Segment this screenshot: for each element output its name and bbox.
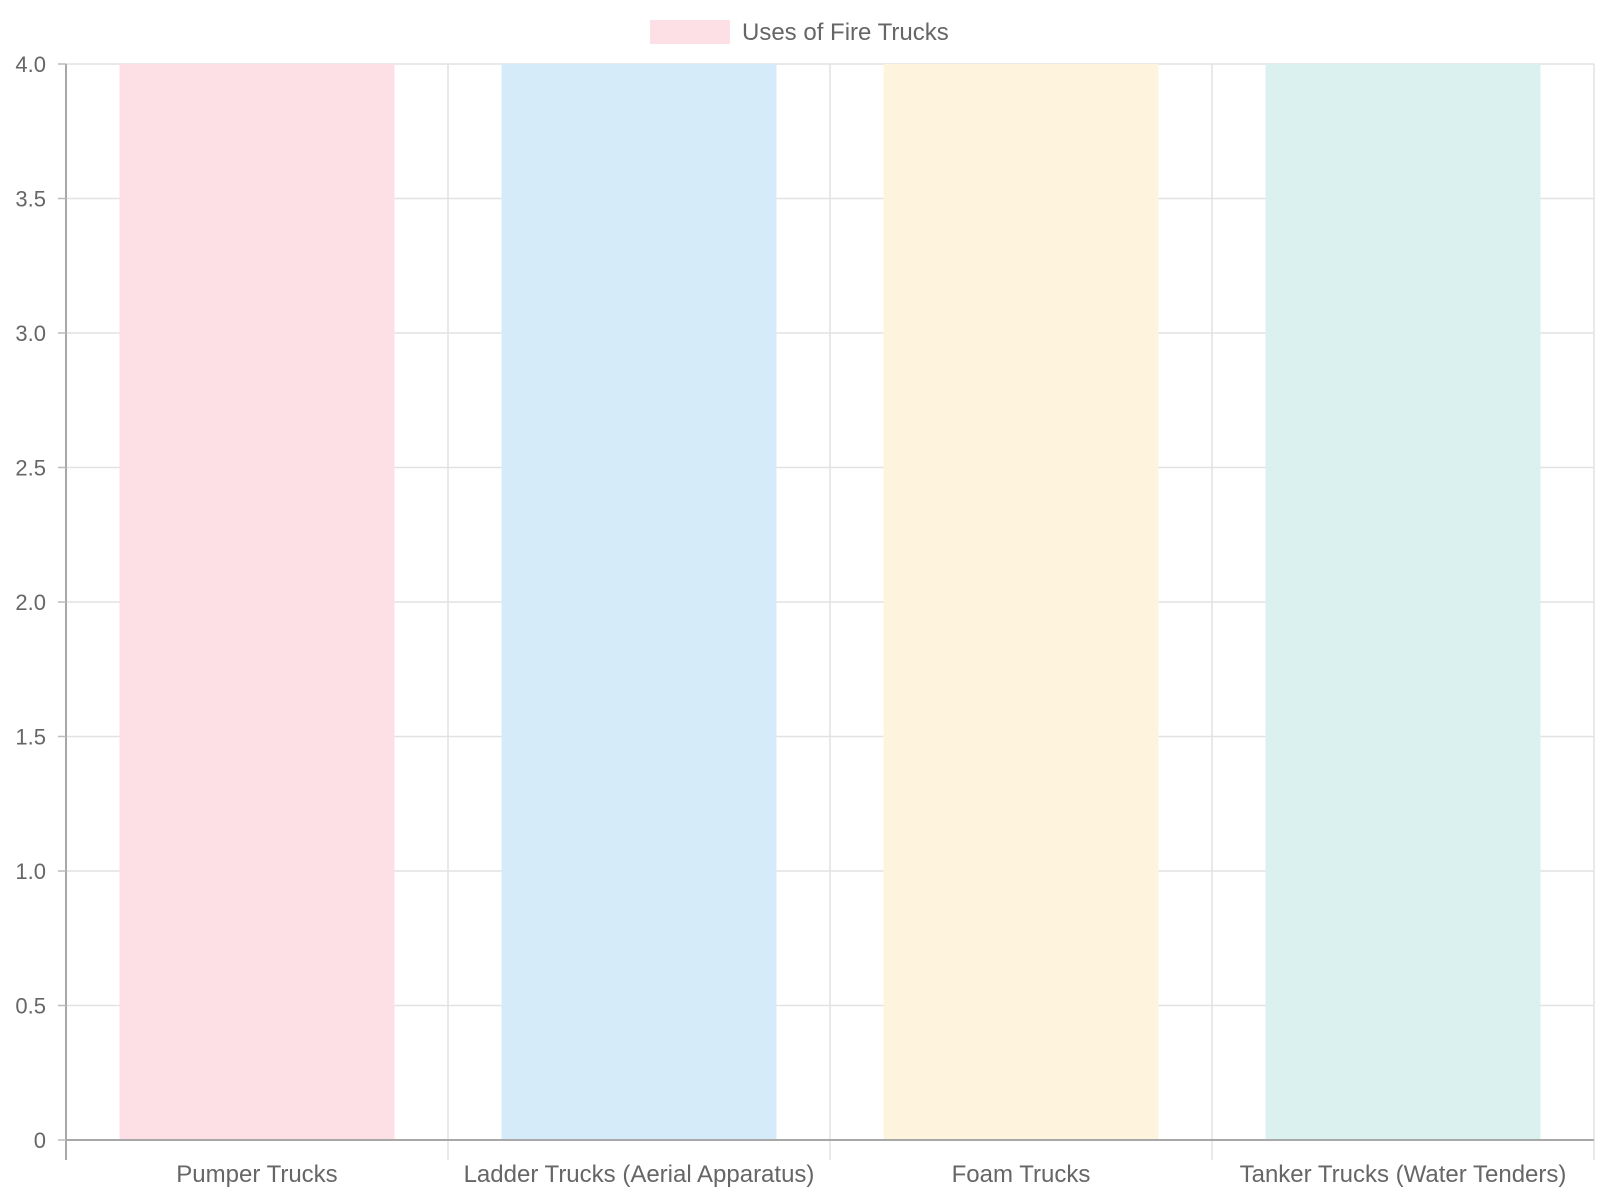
bar[interactable] xyxy=(119,64,395,1140)
y-tick-label: 4.0 xyxy=(15,52,46,77)
x-category-label: Tanker Trucks (Water Tenders) xyxy=(1240,1161,1567,1188)
x-category-label: Pumper Trucks xyxy=(176,1161,337,1188)
y-tick-label: 1.5 xyxy=(15,725,46,750)
y-tick-label: 0.5 xyxy=(15,994,46,1019)
axes xyxy=(65,64,1594,1160)
x-category-label: Ladder Trucks (Aerial Apparatus) xyxy=(464,1161,815,1188)
y-tick-label: 2.5 xyxy=(15,456,46,481)
bar[interactable] xyxy=(883,64,1159,1140)
x-axis-ticks: Pumper Trucks Ladder Trucks (Aerial Appar… xyxy=(176,1161,1566,1188)
y-tick-label: 1.0 xyxy=(15,859,46,884)
bar[interactable] xyxy=(1265,64,1541,1140)
legend-swatch xyxy=(650,20,730,44)
y-tick-label: 2.0 xyxy=(15,590,46,615)
bars xyxy=(119,64,1541,1140)
bar[interactable] xyxy=(501,64,777,1140)
x-category-label: Foam Trucks xyxy=(952,1161,1091,1188)
y-tick-label: 0 xyxy=(34,1128,46,1153)
legend[interactable]: Uses of Fire Trucks xyxy=(650,19,949,46)
legend-label: Uses of Fire Trucks xyxy=(742,19,949,46)
y-tick-label: 3.0 xyxy=(15,321,46,346)
y-tick-label: 3.5 xyxy=(15,187,46,212)
y-axis-ticks: 0 0.5 1.0 1.5 2.0 2.5 3.0 3.5 4.0 xyxy=(15,52,66,1153)
